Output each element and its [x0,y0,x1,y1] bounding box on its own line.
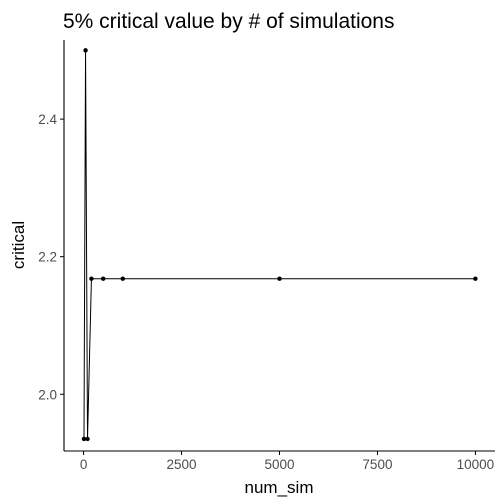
x-ticks: 0 2500 5000 7500 10000 [80,451,494,472]
x-tick-label: 0 [80,457,88,472]
data-point [83,48,88,53]
y-tick-label: 2.0 [38,387,57,402]
series-line [83,50,476,439]
y-tick-label: 2.4 [38,112,57,127]
x-tick-label: 5000 [264,457,294,472]
y-tick-label: 2.2 [38,250,57,265]
data-point [100,276,106,281]
x-tick-label: 7500 [362,457,392,472]
data-point [473,276,478,281]
data-point [81,436,87,442]
plot-area [81,48,478,442]
data-point [277,276,282,281]
data-point [89,276,94,281]
x-tick-label: 10000 [457,457,495,472]
y-axis-label: critical [9,221,28,269]
x-axis-label: num_sim [245,478,314,497]
data-point [120,276,125,281]
chart-title: 5% critical value by # of simulations [63,10,394,33]
x-tick-label: 2500 [167,457,197,472]
y-ticks: 2.0 2.2 2.4 [38,112,64,402]
data-point [85,436,90,442]
